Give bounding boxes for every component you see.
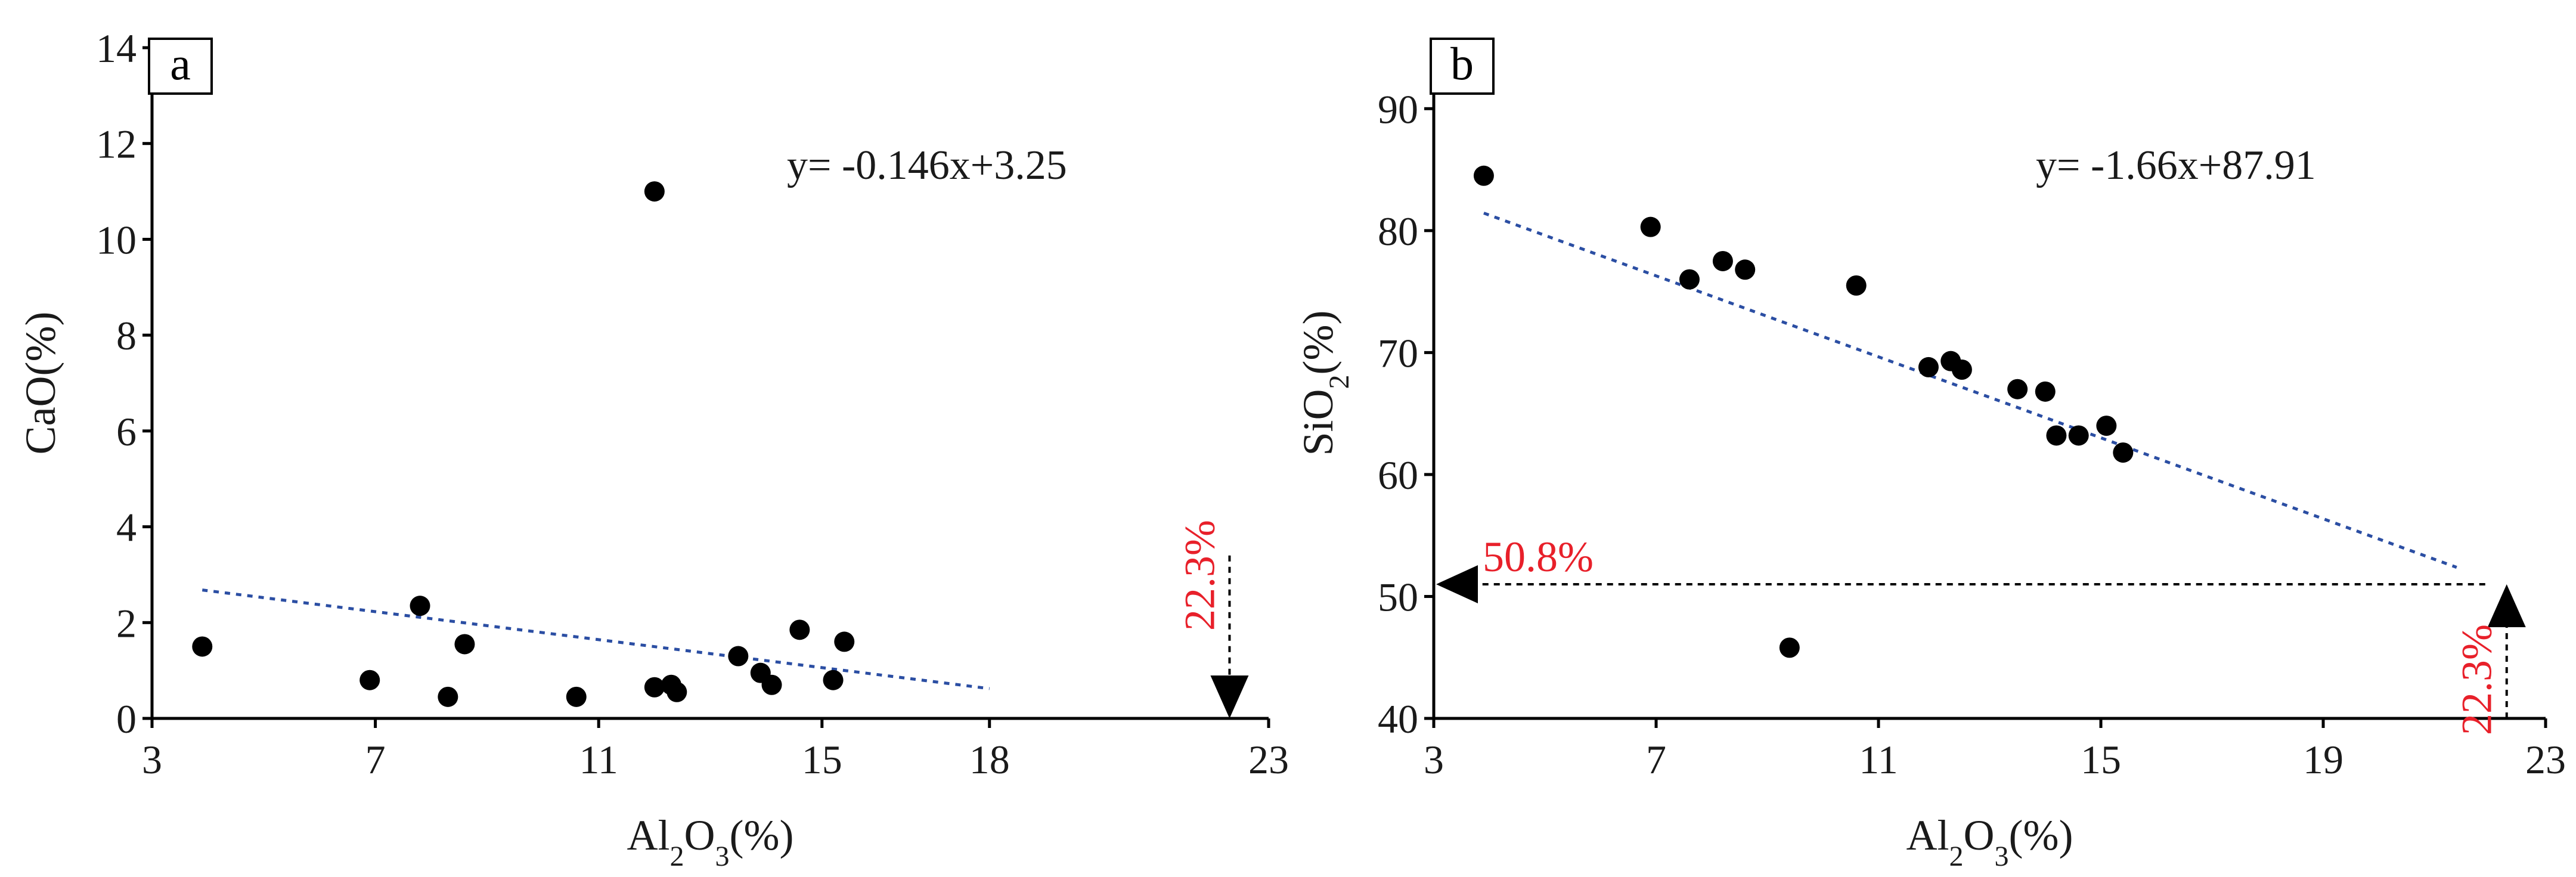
y-tick-label: 8 [116,313,137,358]
data-point [667,681,687,702]
data-point [566,686,587,707]
x-axis-title: Al2O3(%) [627,811,794,872]
y-axis-title: SiO2(%) [1294,311,1355,456]
trendline [202,588,990,690]
data-point [2007,379,2028,399]
regression-equation: y= -0.146x+3.25 [787,142,1067,188]
y-tick-label: 0 [116,696,137,742]
x-tick-label: 23 [2525,737,2566,782]
data-point [2113,442,2134,463]
x-tick-label: 7 [1646,737,1666,782]
chart-panel-b: 40 50 60 70 80 90 3 7 11 15 19 23 Al2O3(%) SiO2(%) 22.… [1294,38,2566,872]
regression-equation: y= -1.66x+87.91 [2036,142,2316,188]
trendline [1483,212,2457,569]
data-point [1918,357,1939,377]
arrow-down-marker [1210,675,1249,718]
data-point [761,674,782,695]
annotation-label: 22.3% [1176,520,1223,631]
y-tick-label: 90 [1378,86,1418,132]
y-tick-label: 4 [116,505,137,550]
x-tick-label: 3 [142,737,162,782]
data-point [823,670,844,690]
x-tick-label: 11 [1859,737,1898,782]
data-point [834,631,855,652]
arrow-up-marker [2487,584,2526,627]
data-point [454,634,475,655]
panel-label: a [170,38,191,89]
x-tick-label: 7 [365,737,386,782]
x-tick-label: 19 [2303,737,2343,782]
x-tick-label: 15 [802,737,842,782]
x-tick-label: 18 [969,737,1010,782]
data-point [1735,259,1756,280]
y-tick-label: 10 [96,217,137,262]
y-tick-label: 12 [96,122,137,167]
data-point [728,646,749,667]
panel-label-box [1430,38,1495,95]
data-point [1473,165,1494,186]
panel-label-box [148,38,213,95]
panel-label: b [1450,38,1474,89]
data-point [1712,250,1733,271]
data-point [1640,216,1661,237]
y-axis-title: CaO(%) [17,312,64,455]
data-point [359,670,380,690]
data-point [410,596,430,616]
x-tick-label: 23 [1248,737,1289,782]
data-point [2035,381,2056,402]
x-tick-label: 15 [2081,737,2121,782]
data-point [789,619,810,640]
chart-panel-a: 0 2 4 6 8 10 12 14 3 7 11 15 18 23 Al2O3(%) CaO(%) 22.3%… [17,26,1289,872]
data-point [438,686,458,707]
arrow-left-marker [1436,565,1478,603]
data-point [644,181,665,202]
data-point [2068,425,2089,446]
data-point [2046,425,2067,446]
data-point [644,677,665,698]
annotation-label: 50.8% [1483,533,1594,581]
data-point [1779,637,1800,658]
y-tick-label: 80 [1378,209,1418,254]
y-tick-label: 40 [1378,696,1418,742]
data-point [1846,275,1867,296]
y-tick-label: 6 [116,409,137,454]
y-tick-label: 60 [1378,453,1418,498]
x-tick-label: 11 [579,737,618,782]
data-point [1679,269,1700,290]
data-point [192,636,213,657]
y-tick-label: 70 [1378,330,1418,376]
y-tick-label: 14 [96,26,137,71]
y-tick-label: 2 [116,600,137,646]
x-tick-label: 3 [1424,737,1444,782]
x-axis-title: Al2O3(%) [1907,811,2073,872]
data-point [1951,360,1972,380]
data-point [2096,416,2117,436]
annotation-label: 22.3% [2453,624,2501,735]
y-tick-label: 50 [1378,574,1418,619]
